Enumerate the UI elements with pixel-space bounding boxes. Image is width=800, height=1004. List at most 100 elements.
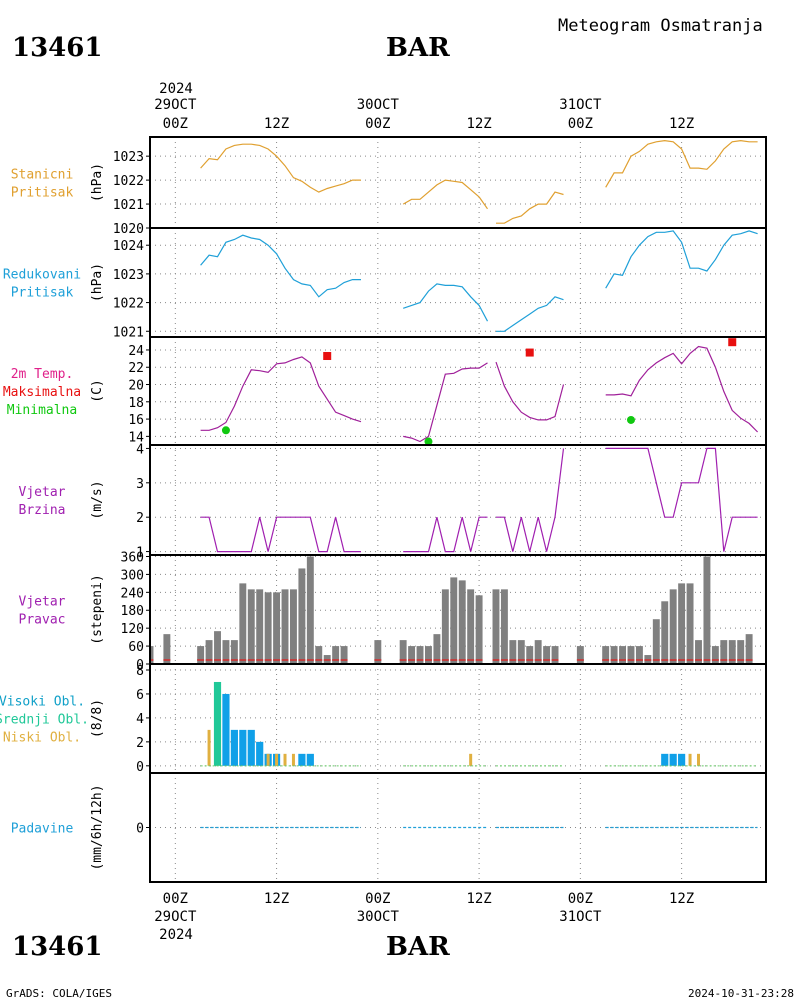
y-tick-label: 18 (128, 396, 144, 411)
y-tick-label: 1024 (113, 239, 144, 254)
panel-wind_dir: 0 60 120 180 240 300 360 Vjetar Pravac (stepeni) (19, 550, 767, 673)
series-line (605, 139, 758, 188)
direction-bar (678, 583, 686, 663)
direction-bar (619, 646, 627, 663)
direction-bar (264, 592, 272, 663)
direction-bar (576, 646, 584, 663)
panel-station_pressure: 1020 1021 1022 1023 Stanicni Pritisak (hPa) (11, 136, 767, 237)
tmin-marker (626, 415, 635, 424)
y-tick-label: 1021 (113, 198, 144, 213)
direction-bar (340, 646, 348, 663)
top-day-label: 29OCT (154, 97, 197, 113)
y-tick-label: 1023 (113, 268, 144, 283)
top-hour-label: 00Z (163, 116, 188, 132)
panel-label: Redukovani (3, 268, 81, 283)
direction-bar (332, 646, 340, 663)
low-cloud-bar (275, 753, 279, 766)
direction-bar (728, 640, 736, 663)
y-tick-label: 20 (128, 379, 144, 394)
top-hour-label: 12Z (466, 116, 491, 132)
panel-label: Pritisak (11, 186, 74, 201)
panel-label: Stanicni (11, 168, 74, 183)
direction-bar (222, 640, 230, 663)
direction-bar (214, 631, 221, 663)
panel-frame (149, 772, 767, 883)
direction-bar (467, 589, 475, 663)
direction-bar (197, 646, 205, 663)
low-cloud-bar (291, 753, 295, 766)
y-tick-label: 16 (128, 413, 144, 428)
footer-credit: GrADS: COLA/IGES (6, 987, 112, 1000)
y-tick-label: 1020 (113, 222, 144, 237)
y-tick-label: 1 (136, 546, 144, 561)
direction-bar (745, 634, 753, 663)
y-tick-label: 0 (136, 760, 144, 775)
direction-bar (695, 640, 702, 663)
y-tick-label: 2 (136, 736, 144, 751)
y-tick-label: 1022 (113, 174, 144, 189)
mid-cloud-bar (222, 693, 230, 766)
panel-frame (149, 444, 767, 556)
direction-bar (610, 646, 618, 663)
series-line (496, 191, 564, 224)
direction-bar (500, 589, 508, 663)
series-line (495, 361, 565, 421)
direction-bar (163, 634, 171, 663)
direction-bar (652, 619, 660, 663)
low-cloud-bar (207, 729, 211, 766)
mid-cloud-bar (256, 741, 264, 766)
direction-bar (399, 640, 407, 663)
y-tick-label: 6 (136, 688, 144, 703)
panel-label: Visoki Obl. (0, 695, 85, 710)
footer-timestamp: 2024-10-31-23:28 (688, 987, 794, 1000)
panel-label: Brzina (19, 503, 66, 518)
panel-label: Pravac (19, 613, 66, 628)
bottom-hour-label: 00Z (163, 891, 188, 907)
direction-bar (509, 640, 517, 663)
direction-bar (475, 595, 483, 663)
bottom-time-axis: 29OCT 30OCT 31OCT 00Z 12Z 00Z 12Z 00Z 12Z (154, 891, 694, 925)
panel-data (200, 447, 758, 553)
direction-bar (669, 589, 677, 663)
y-tick-label: 240 (121, 586, 144, 601)
y-tick-label: 1022 (113, 297, 144, 312)
direction-bar (703, 556, 711, 663)
mid-cloud-bar (239, 729, 247, 766)
y-tick-label: 4 (136, 442, 144, 457)
direction-bar (289, 589, 297, 663)
low-cloud-bar (696, 753, 700, 766)
y-tick-label: 120 (121, 622, 144, 637)
direction-bar (425, 646, 432, 663)
direction-bar (534, 640, 542, 663)
footer-station: 13461 (12, 932, 102, 962)
direction-bar (239, 583, 247, 663)
direction-bar (298, 568, 306, 663)
direction-bar (635, 646, 643, 663)
series-line (403, 362, 488, 443)
header-product: Meteogram Osmatranja (558, 16, 763, 36)
y-tick-label: 4 (136, 712, 144, 727)
y-tick-label: 360 (121, 550, 144, 565)
direction-bar (450, 577, 458, 663)
bottom-hour-label: 12Z (669, 891, 694, 907)
direction-bar (526, 646, 534, 663)
panel-wind_speed: 1 2 3 4 Vjetar Brzina (m/s) (19, 442, 767, 561)
direction-bar (711, 646, 719, 663)
bottom-hour-label: 12Z (466, 891, 491, 907)
series-line (200, 356, 362, 431)
panel-label: Padavine (11, 822, 74, 837)
bottom-hour-label: 00Z (365, 891, 390, 907)
panel-label: Vjetar (19, 595, 66, 610)
direction-bar (205, 640, 213, 663)
mid-cloud-bar (298, 753, 306, 766)
tmax-marker (525, 348, 534, 357)
direction-bar (737, 640, 745, 663)
direction-bar (281, 589, 289, 663)
y-tick-label: 0 (136, 822, 144, 837)
panel-unit: (mm/6h/12h) (90, 784, 105, 870)
tmin-marker (424, 437, 433, 445)
series-line (605, 345, 759, 433)
panel-label: Minimalna (7, 403, 77, 418)
y-tick-label: 60 (128, 640, 144, 655)
